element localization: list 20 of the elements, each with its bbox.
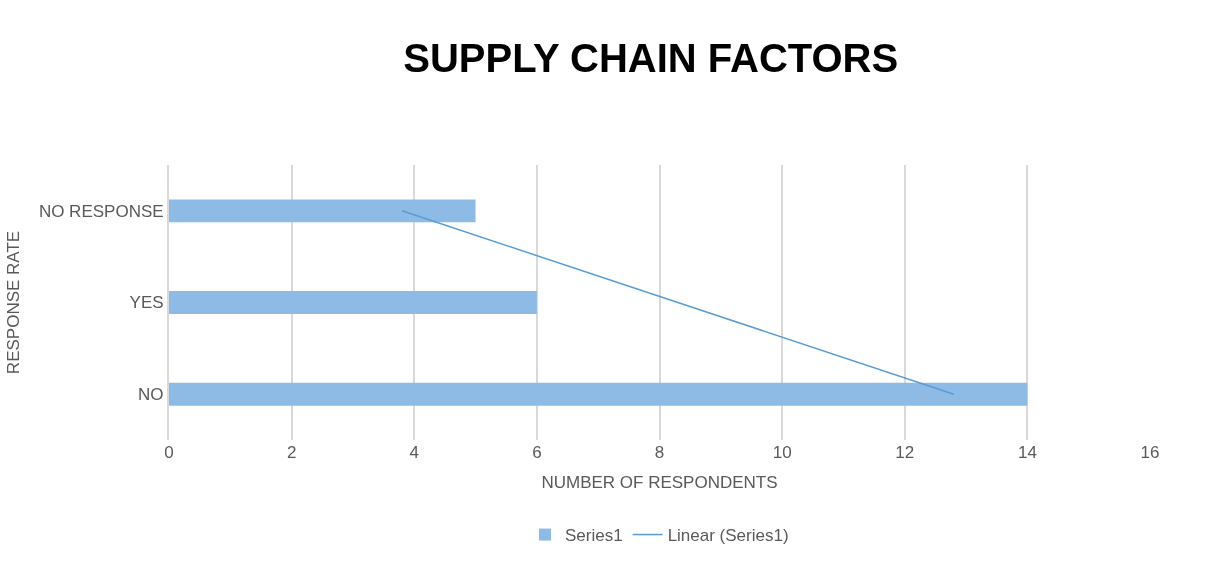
x-tick-label: 10: [772, 443, 792, 462]
bar: [169, 199, 476, 223]
x-tick-label: 6: [532, 443, 542, 462]
x-tick-label: 12: [895, 443, 915, 462]
x-tick-label: 2: [286, 443, 297, 462]
chart-title: SUPPLY CHAIN FACTORS: [403, 36, 899, 80]
x-tick-label: 16: [1140, 443, 1160, 462]
x-tick-label: 0: [164, 443, 174, 462]
legend-label: Linear (Series1): [667, 526, 789, 546]
y-tick-label: YES: [129, 293, 164, 313]
y-tick-label: NO: [138, 385, 164, 405]
x-tick-label: 4: [409, 443, 419, 462]
bar: [169, 382, 1028, 406]
x-tick-label: 8: [654, 443, 665, 462]
bar: [169, 291, 537, 314]
x-axis-title: NUMBER OF RESPONDENTS: [541, 473, 778, 493]
x-tick-label: 14: [1017, 443, 1037, 462]
y-tick-label: NO RESPONSE: [38, 201, 164, 221]
y-axis-title: RESPONSE RATE: [3, 230, 23, 375]
legend-label: Series1: [565, 526, 623, 546]
